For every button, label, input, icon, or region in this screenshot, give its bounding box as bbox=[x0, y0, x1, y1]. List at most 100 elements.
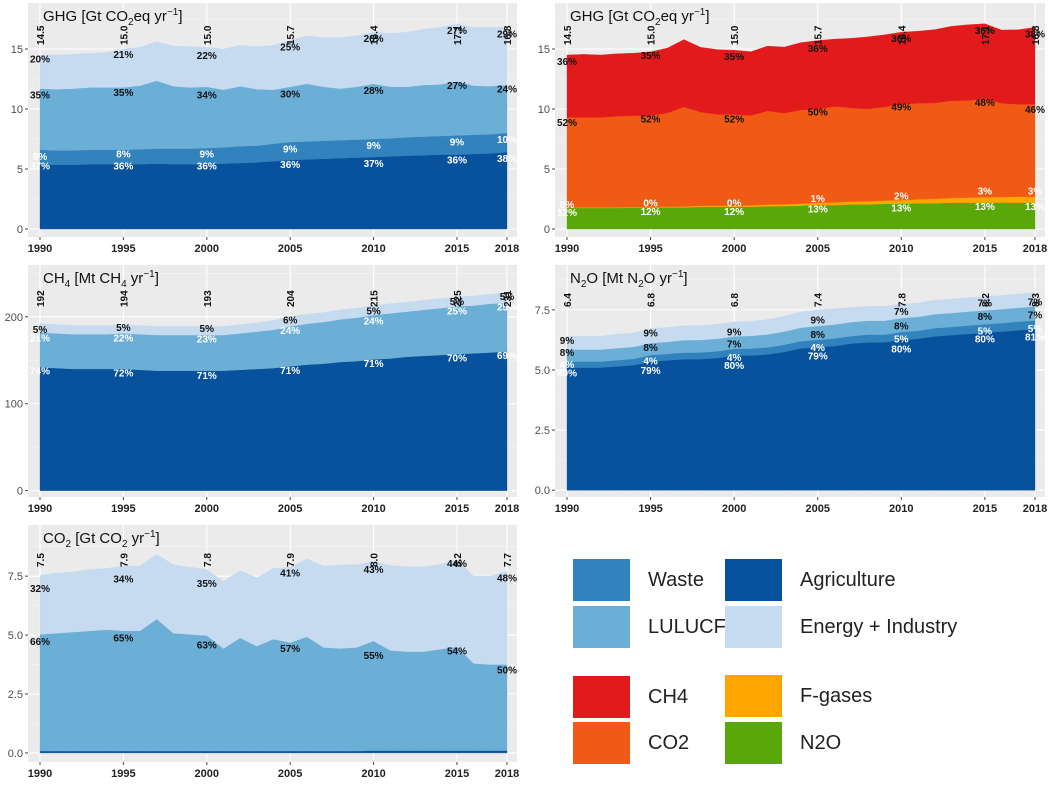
share-label: 34% bbox=[197, 91, 217, 102]
legend-swatch-agriculture bbox=[725, 559, 782, 601]
share-label: 22% bbox=[197, 51, 217, 62]
panel-n2o-by-sector: 0.0 2.5 5.0 7.5 1990 1995 2000 2005 2010 2015 2018… bbox=[527, 262, 1048, 522]
share-label: 9% bbox=[643, 329, 658, 340]
total-label: 6.8 bbox=[730, 293, 741, 307]
total-label: 8.0 bbox=[370, 553, 381, 567]
total-label: 15.0 bbox=[730, 25, 741, 45]
x-tick-label: 2000 bbox=[722, 503, 746, 515]
chart-title: GHG [Gt CO2eq yr−1] bbox=[570, 7, 710, 28]
legend-item-agriculture: Agriculture bbox=[725, 559, 896, 601]
share-label: 21% bbox=[30, 334, 50, 345]
y-tick-label: 0 bbox=[544, 224, 550, 236]
x-tick-label: 2005 bbox=[805, 503, 829, 515]
legend-swatch-co2 bbox=[573, 722, 630, 764]
total-label: 193 bbox=[203, 290, 214, 307]
y-tick-label: 5 bbox=[17, 164, 23, 176]
x-tick-label: 2015 bbox=[445, 503, 469, 515]
share-label: 35% bbox=[113, 88, 133, 99]
share-label: 5% bbox=[116, 323, 131, 334]
total-label: 7.9 bbox=[286, 553, 297, 567]
share-label: 36% bbox=[891, 34, 911, 45]
share-label: 13% bbox=[1025, 202, 1045, 213]
x-tick-label: 1995 bbox=[638, 243, 662, 255]
share-label: 30% bbox=[280, 89, 300, 100]
total-label: 215 bbox=[370, 290, 381, 307]
total-label: 15.0 bbox=[647, 25, 658, 45]
area-series-3 bbox=[566, 292, 1036, 350]
total-label: 192 bbox=[36, 290, 47, 307]
total-label: 7.5 bbox=[36, 553, 47, 567]
share-label: 21% bbox=[113, 50, 133, 61]
share-label: 79% bbox=[641, 366, 661, 377]
x-tick-label: 2018 bbox=[1023, 503, 1047, 515]
share-label: 36% bbox=[808, 44, 828, 55]
chart-ghg-by-sector: 0 5 10 15 1990 1995 2000 2005 2010 2015 2018 37% 36%… bbox=[11, 3, 519, 255]
share-label: 24% bbox=[364, 316, 384, 327]
x-tick-label: 2010 bbox=[361, 503, 385, 515]
x-tick-label: 2000 bbox=[722, 243, 746, 255]
chart-title: CH4 [Mt CH4 yr−1] bbox=[43, 269, 159, 290]
area-series-2 bbox=[39, 553, 508, 665]
area-series-2 bbox=[39, 292, 508, 336]
share-label: 8% bbox=[33, 152, 48, 163]
share-label: 71% bbox=[364, 359, 384, 370]
share-label: 5% bbox=[33, 325, 48, 336]
share-label: 9% bbox=[450, 137, 465, 148]
chart-ch4-by-sector: 0 100 200 1990 1995 2000 2005 2010 2015 2018 74% 72… bbox=[5, 265, 519, 515]
share-label: 44% bbox=[447, 559, 467, 570]
share-label: 41% bbox=[280, 569, 300, 580]
legend-item-lulucf: LULUCF bbox=[573, 606, 726, 648]
x-tick-label: 2015 bbox=[445, 243, 469, 255]
chart-title: GHG [Gt CO2eq yr−1] bbox=[43, 7, 183, 28]
area-series-3 bbox=[566, 23, 1036, 118]
share-label: 63% bbox=[197, 641, 217, 652]
share-label: 72% bbox=[113, 368, 133, 379]
share-label: 4% bbox=[810, 343, 825, 354]
share-label: 43% bbox=[364, 565, 384, 576]
x-tick-label: 1990 bbox=[28, 243, 52, 255]
area-series-0 bbox=[39, 351, 508, 491]
legend-item-f-gases: F-gases bbox=[725, 675, 872, 717]
share-label: 48% bbox=[497, 573, 517, 584]
share-label: 80% bbox=[975, 335, 995, 346]
share-label: 36% bbox=[975, 26, 995, 37]
share-label: 7% bbox=[1028, 297, 1043, 308]
share-label: 24% bbox=[497, 85, 517, 96]
x-tick-label: 2018 bbox=[495, 768, 519, 780]
share-label: 13% bbox=[808, 205, 828, 216]
legend-label-agriculture: Agriculture bbox=[800, 568, 896, 591]
share-label: 5% bbox=[1028, 324, 1043, 335]
share-label: 1% bbox=[810, 194, 825, 205]
share-label: 5% bbox=[200, 324, 215, 335]
chart-co2-by-sector: 0.0 2.5 5.0 7.5 1990 1995 2000 2005 2010 2015 2018… bbox=[8, 525, 519, 780]
y-tick-label: 10 bbox=[538, 104, 550, 116]
legend-item-ch4: CH4 bbox=[573, 676, 688, 718]
x-tick-label: 1995 bbox=[111, 243, 135, 255]
share-label: 50% bbox=[497, 665, 517, 676]
area-series-3 bbox=[39, 23, 508, 91]
share-label: 5% bbox=[366, 307, 381, 318]
share-label: 8% bbox=[560, 348, 575, 359]
share-label: 25% bbox=[447, 307, 467, 318]
total-label: 16.8 bbox=[503, 25, 514, 45]
share-label: 35% bbox=[641, 51, 661, 62]
chart-title: N2O [Mt N2O yr−1] bbox=[570, 269, 688, 290]
x-tick-label: 1995 bbox=[111, 768, 135, 780]
share-label: 50% bbox=[808, 107, 828, 118]
legend-label-f-gases: F-gases bbox=[800, 684, 873, 707]
legend-swatch-ch4 bbox=[573, 676, 630, 718]
share-label: 0% bbox=[643, 199, 658, 210]
share-label: 29% bbox=[497, 29, 517, 40]
y-tick-label: 0 bbox=[17, 224, 23, 236]
x-tick-label: 2005 bbox=[805, 243, 829, 255]
x-tick-label: 2018 bbox=[495, 243, 519, 255]
share-label: 70% bbox=[447, 354, 467, 365]
share-label: 13% bbox=[975, 202, 995, 213]
x-tick-label: 2015 bbox=[973, 243, 997, 255]
share-label: 80% bbox=[891, 344, 911, 355]
y-tick-label: 2.5 bbox=[535, 425, 550, 437]
x-tick-label: 2015 bbox=[973, 503, 997, 515]
chart-ghg-by-gas: 0 5 10 15 1990 1995 2000 2005 2010 2015 2018 12% 12%… bbox=[538, 3, 1047, 255]
share-label: 2% bbox=[894, 191, 909, 202]
x-tick-label: 1990 bbox=[28, 768, 52, 780]
